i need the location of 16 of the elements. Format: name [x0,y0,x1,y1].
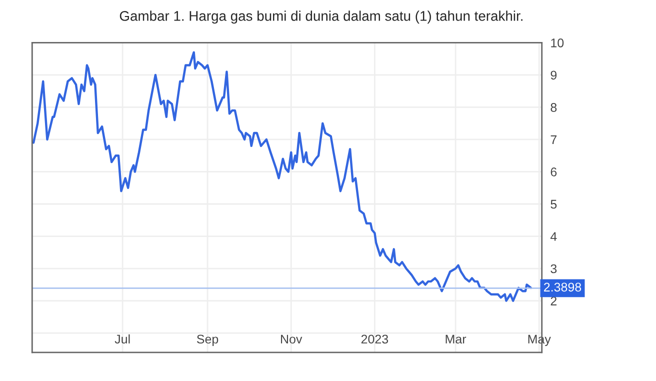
y-tick-label: 9 [550,70,557,80]
y-tick-label: 4 [550,232,557,241]
ref-line-label: 2.3898 [544,282,582,292]
y-tick-label: 7 [550,135,557,144]
x-tick-label: Jul [114,334,130,344]
y-tick-label: 5 [550,200,557,209]
x-tick-label: Sep [196,334,218,346]
x-tick-label: 2023 [361,334,388,344]
x-tick-label: Mar [446,334,466,344]
x-tick-label: Nov [281,334,302,344]
y-tick-label: 6 [550,168,557,176]
y-tick-label: 10 [551,38,564,48]
y-tick-label: 8 [550,103,557,112]
chart-title: Gambar 1. Harga gas bumi di dunia dalam satu (1) tahun terakhir. [120,10,522,24]
y-tick-label: 3 [550,264,557,274]
line-series [32,51,532,302]
